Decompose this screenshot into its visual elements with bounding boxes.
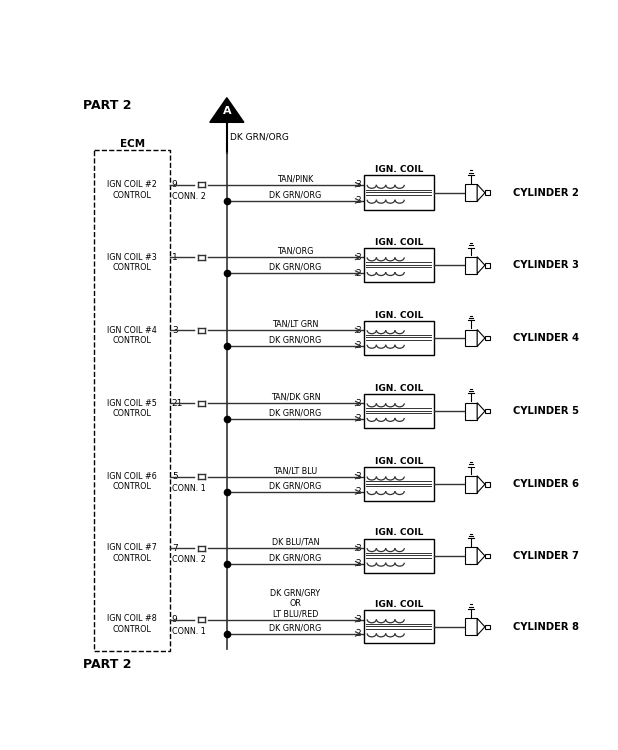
Text: 3: 3 [355,615,361,624]
Text: IGN COIL #6
CONTROL: IGN COIL #6 CONTROL [108,472,157,491]
Bar [465,548,477,565]
Bar [465,184,477,201]
Polygon shape [477,256,485,274]
Polygon shape [477,403,485,419]
Text: 2: 2 [355,559,361,568]
Text: 2: 2 [355,268,361,278]
Bar [364,176,434,210]
Bar [465,256,477,274]
Text: A: A [222,106,231,116]
Bar [485,482,489,487]
Polygon shape [477,548,485,565]
Text: IGN. COIL: IGN. COIL [375,165,423,174]
Bar [364,394,434,428]
Bar [485,336,489,340]
Bar [465,618,477,635]
Text: PART 2: PART 2 [83,99,132,112]
Text: 3: 3 [355,472,361,481]
Bar [465,329,477,346]
Text: 3: 3 [355,326,361,334]
Bar [364,248,434,282]
Text: IGN COIL #5
CONTROL: IGN COIL #5 CONTROL [108,399,157,418]
Text: TAN/PINK: TAN/PINK [277,174,313,183]
Text: DK GRN/ORG: DK GRN/ORG [269,553,321,562]
Text: DK GRN/ORG: DK GRN/ORG [269,482,321,490]
Text: CONN. 1: CONN. 1 [172,484,206,493]
Text: 9: 9 [172,615,177,624]
Text: IGN COIL #8
CONTROL: IGN COIL #8 CONTROL [108,614,157,634]
Text: IGN. COIL: IGN. COIL [375,310,423,320]
Text: IGN COIL #3
CONTROL: IGN COIL #3 CONTROL [108,253,157,272]
Text: 5: 5 [172,472,177,481]
Text: 3: 3 [355,180,361,189]
Text: IGN. COIL: IGN. COIL [375,529,423,538]
Polygon shape [477,476,485,493]
Text: DK GRN/ORG: DK GRN/ORG [269,408,321,417]
Text: PART 2: PART 2 [83,658,132,671]
Text: DK GRN/ORG: DK GRN/ORG [269,262,321,272]
Text: 7: 7 [172,544,177,553]
Polygon shape [477,184,485,201]
Bar [364,321,434,355]
Text: CONN. 2: CONN. 2 [172,555,206,564]
Bar [485,409,489,413]
Text: CONN. 2: CONN. 2 [172,192,206,201]
Text: 3: 3 [355,253,361,262]
Text: ECM: ECM [120,139,145,148]
Text: CYLINDER 5: CYLINDER 5 [513,406,579,416]
Text: DK GRN/ORG: DK GRN/ORG [269,190,321,200]
Bar [485,554,489,558]
Text: IGN. COIL: IGN. COIL [375,384,423,393]
Bar [485,263,489,268]
Bar [485,190,489,195]
Bar [364,610,434,644]
Bar [95,150,170,650]
Polygon shape [210,98,244,122]
Text: CYLINDER 6: CYLINDER 6 [513,479,579,489]
Text: 2: 2 [355,341,361,350]
Text: IGN. COIL: IGN. COIL [375,238,423,247]
Text: CONN. 1: CONN. 1 [172,626,206,635]
Text: IGN COIL #7
CONTROL: IGN COIL #7 CONTROL [108,544,157,562]
Text: 2: 2 [355,414,361,423]
Text: 3: 3 [172,326,177,334]
Text: CYLINDER 2: CYLINDER 2 [513,188,578,198]
Bar [465,476,477,493]
Bar [364,539,434,573]
Text: IGN. COIL: IGN. COIL [375,457,423,466]
Text: TAN/ORG: TAN/ORG [277,247,313,256]
Text: 2: 2 [355,196,361,206]
Text: DK GRN/ORG: DK GRN/ORG [269,335,321,344]
Text: DK GRN/GRY
OR
LT BLU/RED: DK GRN/GRY OR LT BLU/RED [270,588,321,618]
Bar [485,625,489,629]
Text: CYLINDER 3: CYLINDER 3 [513,260,578,270]
Text: 2: 2 [355,488,361,496]
Text: DK GRN/ORG: DK GRN/ORG [269,623,321,632]
Text: IGN COIL #4
CONTROL: IGN COIL #4 CONTROL [108,326,157,345]
Text: IGN COIL #2
CONTROL: IGN COIL #2 CONTROL [108,181,157,200]
Bar [364,467,434,501]
Text: 3: 3 [355,399,361,408]
Bar [465,403,477,419]
Text: DK BLU/TAN: DK BLU/TAN [272,538,319,547]
Text: IGN. COIL: IGN. COIL [375,600,423,609]
Text: TAN/LT BLU: TAN/LT BLU [273,466,318,475]
Text: DK GRN/ORG: DK GRN/ORG [230,132,289,141]
Text: 9: 9 [172,180,177,189]
Text: 2: 2 [355,629,361,638]
Text: CYLINDER 7: CYLINDER 7 [513,551,578,561]
Text: 21: 21 [172,399,183,408]
Polygon shape [477,329,485,346]
Text: CYLINDER 4: CYLINDER 4 [513,333,579,343]
Text: CYLINDER 8: CYLINDER 8 [513,622,579,632]
Text: 1: 1 [172,253,177,262]
Text: TAN/DK GRN: TAN/DK GRN [271,393,320,402]
Text: TAN/LT GRN: TAN/LT GRN [272,320,319,328]
Text: 3: 3 [355,544,361,553]
Polygon shape [477,618,485,635]
